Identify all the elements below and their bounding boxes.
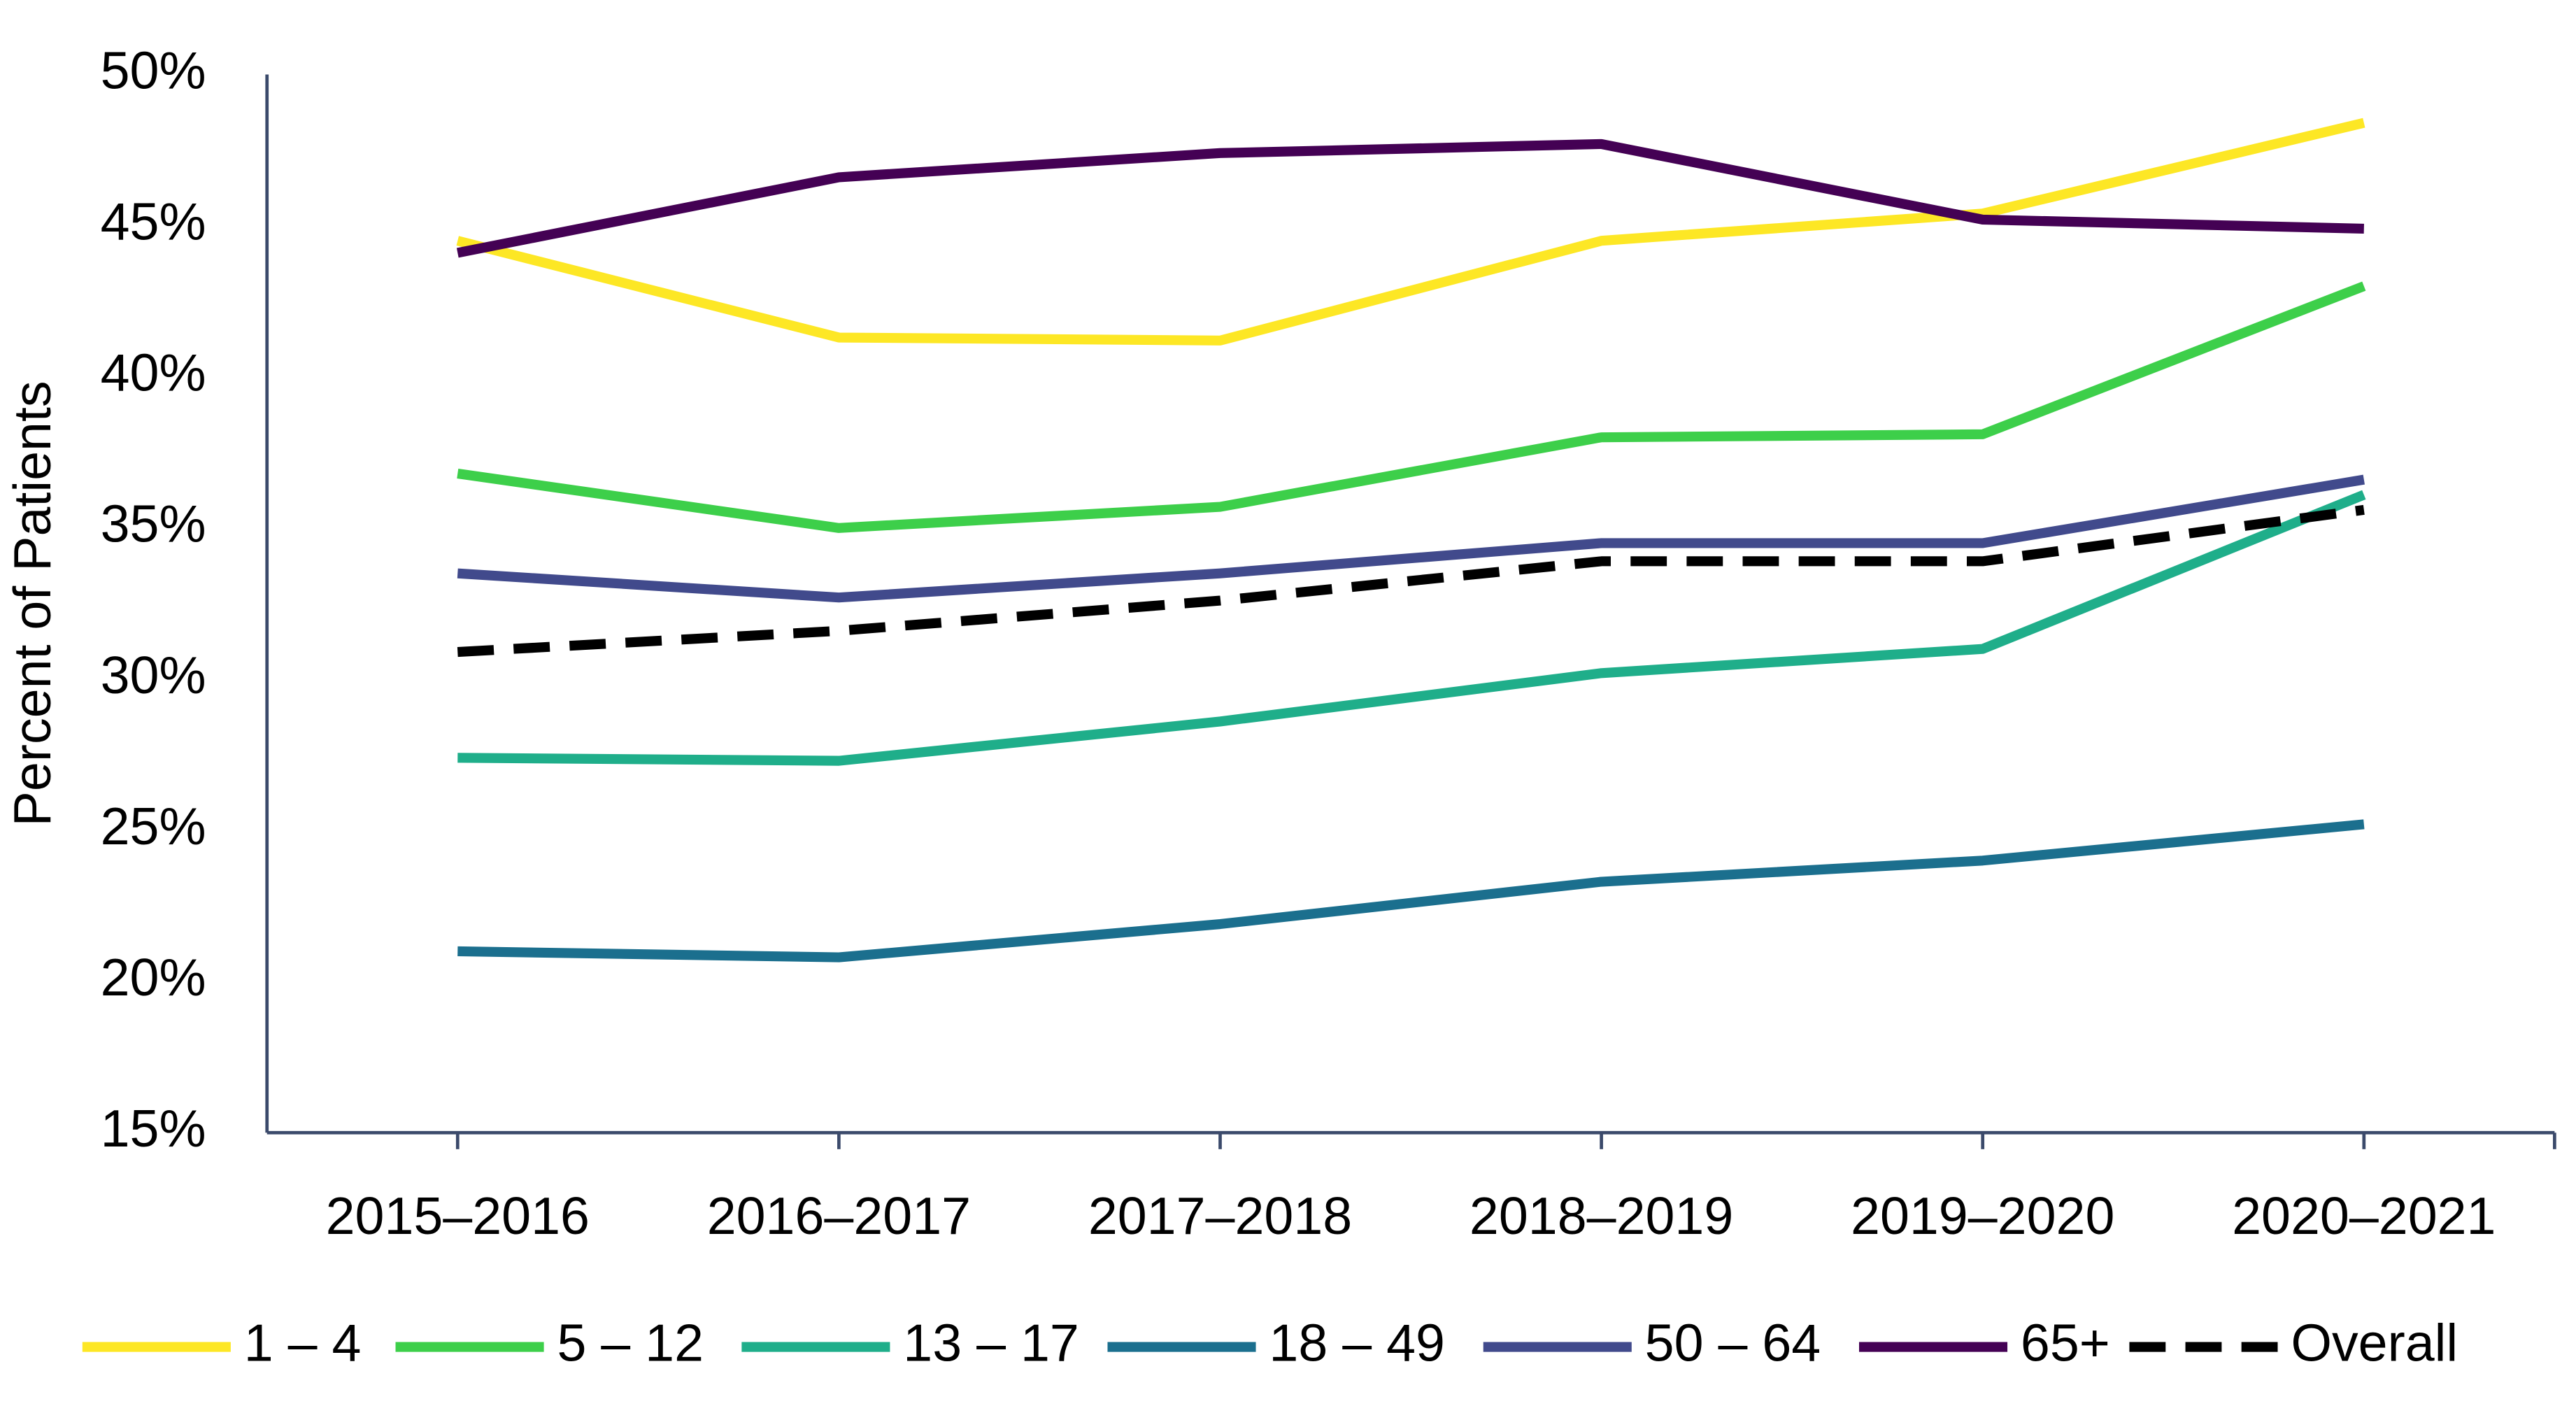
y-tick-label: 25% xyxy=(101,797,206,855)
series-line xyxy=(457,819,2365,963)
y-tick-label: 40% xyxy=(101,343,206,402)
x-tick-label: 2016–2017 xyxy=(707,1186,971,1245)
y-tick-label: 35% xyxy=(101,495,206,553)
y-tick-label: 20% xyxy=(101,948,206,1007)
y-tick-label: 15% xyxy=(101,1099,206,1158)
y-tick-label: 50% xyxy=(101,41,206,99)
legend-label: 13 – 17 xyxy=(903,1314,1079,1372)
series-line xyxy=(457,281,2366,533)
legend-label: 65+ xyxy=(2021,1314,2110,1372)
x-tick-label: 2015–2016 xyxy=(326,1186,590,1245)
y-axis-label: Percent of Patients xyxy=(3,381,62,826)
series-line xyxy=(456,118,2365,346)
legend-label: 50 – 64 xyxy=(1645,1314,1821,1372)
series-line xyxy=(457,504,2365,658)
series-line xyxy=(456,139,2364,258)
y-tick-label: 30% xyxy=(101,646,206,704)
legend-label: Overall xyxy=(2291,1314,2458,1372)
x-tick-label: 2020–2021 xyxy=(2232,1186,2496,1245)
legend-label: 1 – 4 xyxy=(244,1314,362,1372)
y-tick-label: 45% xyxy=(101,192,206,251)
legend-label: 18 – 49 xyxy=(1269,1314,1445,1372)
legend-label: 5 – 12 xyxy=(557,1314,704,1372)
series-line xyxy=(457,474,2365,603)
x-tick-label: 2019–2020 xyxy=(1851,1186,2114,1245)
series-line xyxy=(457,490,2366,766)
x-tick-label: 2017–2018 xyxy=(1088,1186,1352,1245)
x-tick-label: 2018–2019 xyxy=(1470,1186,1733,1245)
